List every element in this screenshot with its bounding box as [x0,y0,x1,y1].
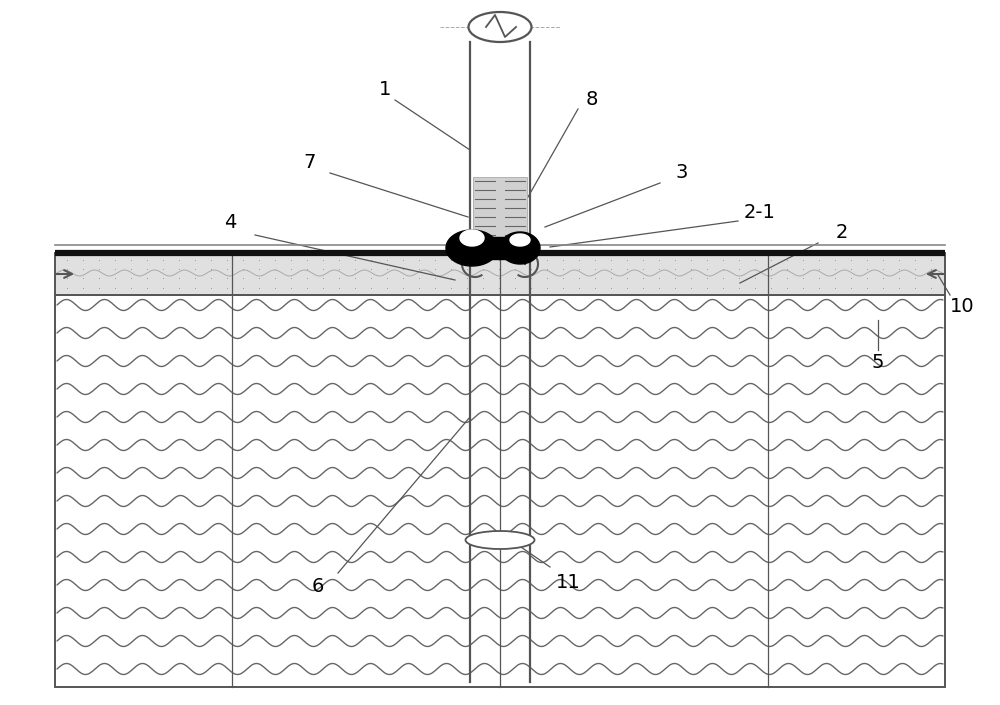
Text: 1: 1 [379,80,391,99]
Text: 7: 7 [304,154,316,173]
Polygon shape [510,234,530,246]
Ellipse shape [468,12,532,42]
Text: 2: 2 [836,223,848,243]
Polygon shape [473,177,527,245]
Text: 5: 5 [872,353,884,372]
Text: 11: 11 [556,573,580,592]
Text: 4: 4 [224,214,236,233]
Text: 6: 6 [312,577,324,596]
Text: 2-1: 2-1 [744,204,776,223]
Polygon shape [55,253,945,295]
Text: 3: 3 [676,164,688,183]
Ellipse shape [466,531,534,549]
Text: 10: 10 [950,298,974,317]
Text: 8: 8 [586,90,598,109]
Polygon shape [446,230,498,266]
Polygon shape [460,230,484,246]
Polygon shape [55,295,945,687]
Polygon shape [500,232,540,264]
